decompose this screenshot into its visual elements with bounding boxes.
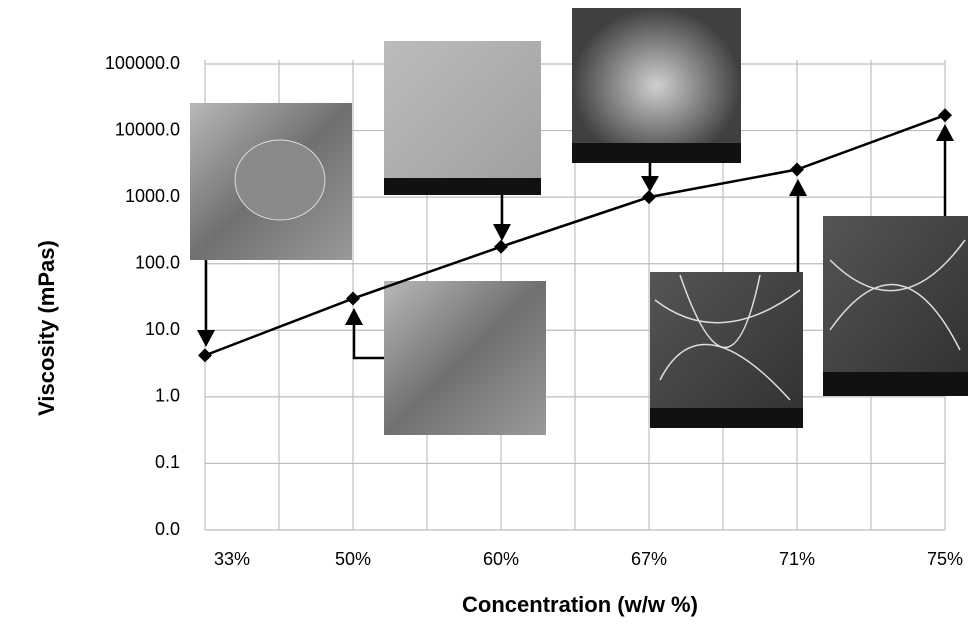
data-point (494, 240, 508, 254)
y-tick-label: 10000.0 (115, 119, 180, 139)
micrograph (384, 41, 541, 195)
x-axis-label: Concentration (w/w %) (462, 592, 698, 617)
micrograph-bar (384, 178, 541, 195)
x-tick-label: 71% (779, 549, 815, 569)
data-point (642, 190, 656, 204)
x-tick-label: 60% (483, 549, 519, 569)
micrograph-bar (572, 143, 741, 163)
y-tick-label: 0.0 (155, 519, 180, 539)
x-tick-label: 50% (335, 549, 371, 569)
x-tick-label: 33% (214, 549, 250, 569)
arrowhead (936, 124, 954, 141)
micrograph-bar (823, 372, 968, 396)
chart: Concentration (w/w %) Viscosity (mPas) 0… (0, 0, 968, 626)
micrograph (650, 272, 803, 428)
y-tick-label: 100.0 (135, 252, 180, 272)
data-point (938, 108, 952, 122)
y-tick-label: 1.0 (155, 386, 180, 406)
arrowhead (345, 308, 363, 325)
micrograph-bar (650, 408, 803, 428)
y-tick-label: 1000.0 (125, 186, 180, 206)
x-tick-label: 67% (631, 549, 667, 569)
micrograph (823, 216, 968, 396)
arrowhead (641, 176, 659, 192)
arrowhead (789, 179, 807, 196)
arrowhead (493, 224, 511, 241)
micrograph (572, 8, 741, 163)
data-point (346, 292, 360, 306)
data-point (198, 348, 212, 362)
droplet (235, 140, 325, 220)
x-tick-label: 75% (927, 549, 963, 569)
data-point (790, 163, 804, 177)
micrograph (384, 281, 546, 435)
y-tick-label: 10.0 (145, 319, 180, 339)
arrowhead (197, 330, 215, 347)
y-axis-label: Viscosity (mPas) (34, 240, 59, 416)
y-tick-label: 0.1 (155, 452, 180, 472)
y-tick-label: 100000.0 (105, 53, 180, 73)
